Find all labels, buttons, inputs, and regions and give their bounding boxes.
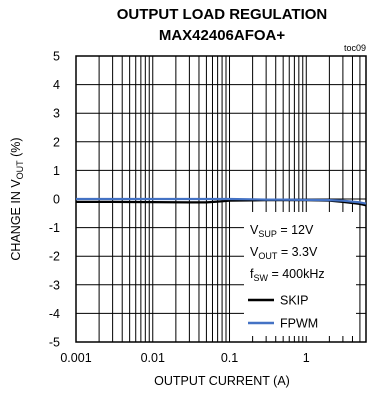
- y-axis-label: CHANGE IN VOUT (%): [9, 137, 25, 260]
- chart-subtitle: MAX42406AFOA+: [159, 27, 286, 44]
- y-tick-label: 2: [53, 135, 60, 149]
- y-tick-label: 1: [53, 164, 60, 178]
- y-tick-label: -3: [49, 278, 60, 292]
- test-conditions: VSUP = 12V VOUT = 3.3V fSW = 400kHz: [250, 223, 325, 283]
- y-tick-label: 0: [53, 193, 60, 207]
- x-tick-label: 0.001: [60, 351, 91, 365]
- y-tick-label: -4: [49, 307, 60, 321]
- y-tick-label: -1: [49, 221, 60, 235]
- x-tick-label: 1: [303, 351, 310, 365]
- y-tick-labels: 5 4 3 2 1 0 -1 -2 -3 -4 -5: [49, 50, 60, 350]
- legend: SKIP FPWM: [248, 294, 318, 331]
- condition-text: VSUP = 12V: [250, 223, 314, 239]
- x-tick-label: 0.01: [141, 351, 165, 365]
- condition-text: VOUT = 3.3V: [250, 245, 318, 261]
- x-tick-label: 0.1: [221, 351, 238, 365]
- y-tick-label: -5: [49, 336, 60, 350]
- condition-text: fSW = 400kHz: [250, 267, 325, 283]
- series-lines: [76, 197, 367, 207]
- figure-tag: toc09: [344, 43, 366, 53]
- legend-label-skip: SKIP: [280, 294, 309, 308]
- y-tick-label: 3: [53, 107, 60, 121]
- series-line-fpwm: [76, 197, 367, 205]
- legend-box: [244, 212, 356, 336]
- legend-label-fpwm: FPWM: [280, 317, 318, 331]
- y-tick-label: 4: [53, 78, 60, 92]
- y-tick-label: 5: [53, 50, 60, 64]
- x-tick-labels: 0.001 0.01 0.1 1: [60, 351, 309, 365]
- chart-title: OUTPUT LOAD REGULATION: [117, 6, 328, 23]
- y-tick-label: -2: [49, 250, 60, 264]
- x-axis-label: OUTPUT CURRENT (A): [154, 374, 290, 388]
